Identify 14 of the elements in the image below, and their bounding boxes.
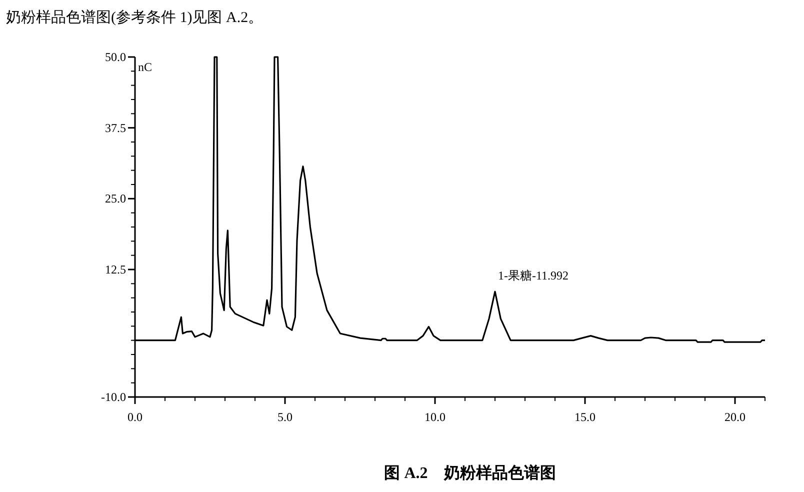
annotation: 1-果糖-11.992 xyxy=(498,268,569,283)
y-axis-title: nC xyxy=(138,60,152,74)
x-tick-label: 20.0 xyxy=(724,410,746,424)
x-tick-label: 15.0 xyxy=(574,410,596,424)
y-tick-label: 37.5 xyxy=(105,120,126,135)
x-tick-label: 0.0 xyxy=(128,410,142,424)
text: 图 A.2 奶粉样品色谱图 xyxy=(384,464,556,482)
y-tick-label: 12.5 xyxy=(105,262,126,276)
text: 奶粉样品色谱图(参考条件 1)见图 A.2。 xyxy=(6,9,264,26)
y-tick-label: 50.0 xyxy=(105,50,126,64)
y-tick-label: -10.0 xyxy=(101,390,126,404)
x-tick-label: 10.0 xyxy=(424,410,446,424)
x-tick-label: 5.0 xyxy=(278,410,292,424)
y-tick-label: 25.0 xyxy=(105,192,126,206)
